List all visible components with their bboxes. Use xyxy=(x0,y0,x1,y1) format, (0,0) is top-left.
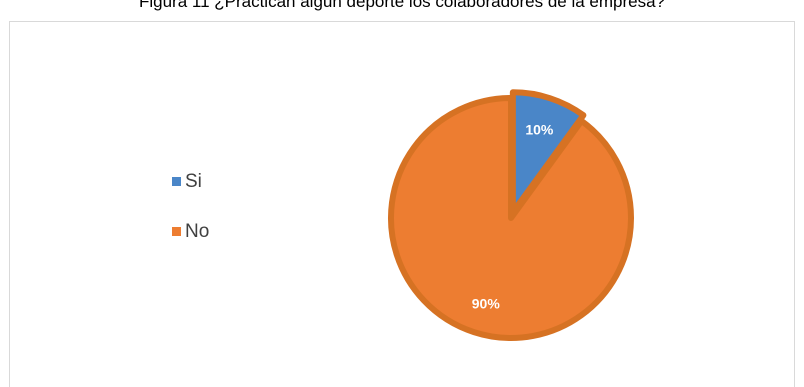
pie-slices xyxy=(388,89,634,341)
pie-slice-no xyxy=(388,95,634,341)
legend-swatch-no xyxy=(172,227,181,236)
legend-swatch-si xyxy=(172,177,181,186)
legend-item-si: Si xyxy=(172,169,209,194)
legend: Si No xyxy=(172,169,209,269)
legend-label-si: Si xyxy=(185,170,202,192)
pie-slice-si xyxy=(509,89,587,216)
pie-labels: 10% 90% xyxy=(472,122,554,312)
legend-item-no: No xyxy=(172,219,209,244)
data-label-no: 90% xyxy=(472,296,501,312)
data-label-si: 10% xyxy=(525,122,554,138)
figure-caption: Figura 11 ¿Practican algún deporte los c… xyxy=(138,0,666,11)
legend-label-no: No xyxy=(185,220,210,242)
